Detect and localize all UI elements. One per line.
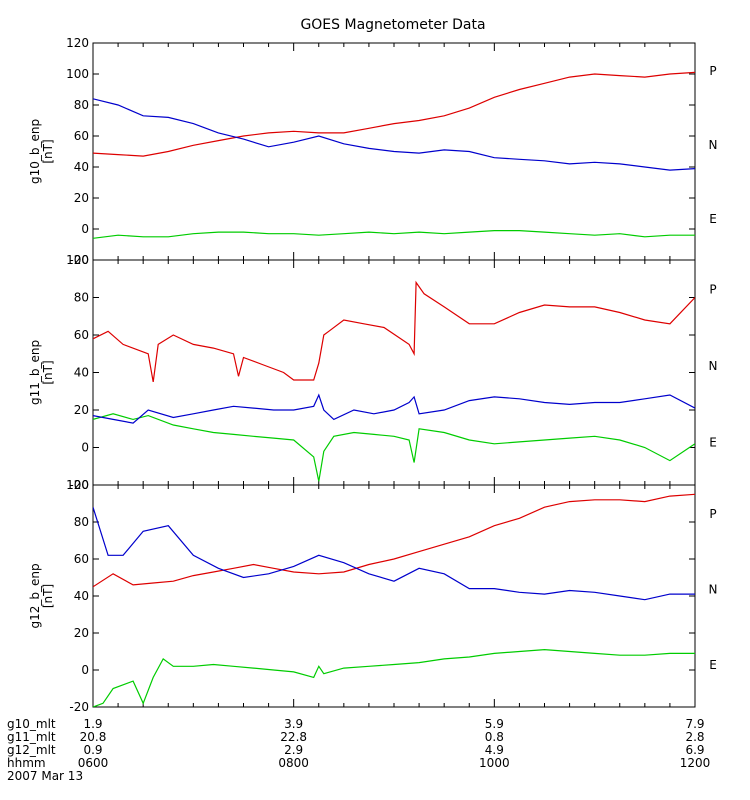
y-tick-label: 60 bbox=[74, 328, 89, 342]
series-n-line bbox=[93, 413, 695, 482]
y-tick-label: -20 bbox=[69, 478, 89, 492]
y-tick-label: 80 bbox=[74, 515, 89, 529]
y-tick-label: -20 bbox=[69, 253, 89, 267]
y-tick-label: -20 bbox=[69, 700, 89, 714]
y-tick-label: 0 bbox=[81, 222, 89, 236]
y-tick-label: 60 bbox=[74, 552, 89, 566]
y-tick-label: 40 bbox=[74, 366, 89, 380]
legend-label-e: E bbox=[709, 658, 717, 672]
series-p-line bbox=[93, 71, 695, 157]
footer-row-value: 1200 bbox=[679, 756, 711, 770]
y-tick-label: 0 bbox=[81, 663, 89, 677]
series-p-line bbox=[93, 280, 695, 383]
footer-row-value: 5.9 bbox=[484, 717, 504, 731]
footer-row-label: g10_mlt bbox=[7, 717, 56, 731]
footer-row-label: hhmm bbox=[7, 756, 46, 770]
legend-label-n: N bbox=[709, 582, 718, 596]
y-tick-label: 120 bbox=[66, 36, 89, 50]
legend-label-e: E bbox=[709, 435, 717, 449]
footer-row-value: 1.9 bbox=[83, 717, 103, 731]
y-tick-label: 80 bbox=[74, 291, 89, 305]
panel-1: -20 0 20 40 60 80 100 120 g10_b_enp [nT] P N E bbox=[28, 36, 717, 267]
y-tick-label: 20 bbox=[74, 191, 89, 205]
y-axis-label: g10_b_enp bbox=[28, 119, 42, 184]
footer-row-value: 6.9 bbox=[685, 743, 705, 757]
footer-row-value: 3.9 bbox=[284, 717, 304, 731]
footer-row-value: 2.9 bbox=[284, 743, 304, 757]
panel-3: -20 0 20 40 60 80 100 g12_b_enp [nT] P N E bbox=[28, 478, 717, 714]
legend-label-p: P bbox=[709, 507, 716, 521]
y-tick-label: 100 bbox=[66, 478, 89, 492]
y-tick-label: 80 bbox=[74, 98, 89, 112]
series-p-line bbox=[93, 493, 695, 588]
legend-label-n: N bbox=[709, 359, 718, 373]
y-axis-unit: [nT] bbox=[41, 584, 55, 608]
y-tick-label: 40 bbox=[74, 160, 89, 174]
panel-frame bbox=[92, 484, 696, 708]
panel-frame bbox=[92, 259, 696, 486]
footer-row-label: g12_mlt bbox=[7, 743, 56, 757]
footer-row-value: 1000 bbox=[479, 756, 510, 770]
footer-row-value: 0800 bbox=[278, 756, 309, 770]
y-tick-label: 60 bbox=[74, 129, 89, 143]
footer-date: 2007 Mar 13 bbox=[7, 769, 84, 783]
y-tick-label: 100 bbox=[66, 253, 89, 267]
series-e-line bbox=[93, 393, 695, 424]
y-tick-label: 20 bbox=[74, 403, 89, 417]
footer-row-value: 0.8 bbox=[484, 730, 504, 744]
series-n-line bbox=[93, 648, 695, 707]
footer-row-value: 0600 bbox=[77, 756, 109, 770]
legend-label-p: P bbox=[709, 282, 716, 296]
footer-row-value: 4.9 bbox=[484, 743, 504, 757]
footer-row-value: 0.9 bbox=[83, 743, 103, 757]
y-axis-label: g11_b_enp bbox=[28, 340, 42, 405]
series-e-line bbox=[93, 507, 695, 601]
chart-title: GOES Magnetometer Data bbox=[300, 17, 485, 33]
footer-row-value: 20.8 bbox=[79, 730, 107, 744]
y-tick-label: 20 bbox=[74, 626, 89, 640]
panel-2: -20 0 20 40 60 80 100 g11_b_enp [nT] P N E bbox=[28, 253, 717, 492]
footer-row-value: 22.8 bbox=[280, 730, 308, 744]
legend-label-e: E bbox=[709, 212, 717, 226]
footer-row-label: g11_mlt bbox=[7, 730, 56, 744]
y-axis-label: g12_b_enp bbox=[28, 563, 42, 628]
footer-row-value: 2.8 bbox=[685, 730, 705, 744]
y-tick-label: 0 bbox=[81, 441, 89, 455]
footer-row-value: 7.9 bbox=[685, 717, 705, 731]
legend-label-n: N bbox=[709, 138, 718, 152]
y-tick-label: 100 bbox=[66, 67, 89, 81]
y-axis-unit: [nT] bbox=[41, 139, 55, 163]
y-axis-unit: [nT] bbox=[41, 360, 55, 384]
y-tick-label: 40 bbox=[74, 589, 89, 603]
series-n-line bbox=[93, 230, 695, 239]
legend-label-p: P bbox=[709, 64, 716, 78]
series-e-line bbox=[93, 98, 695, 171]
